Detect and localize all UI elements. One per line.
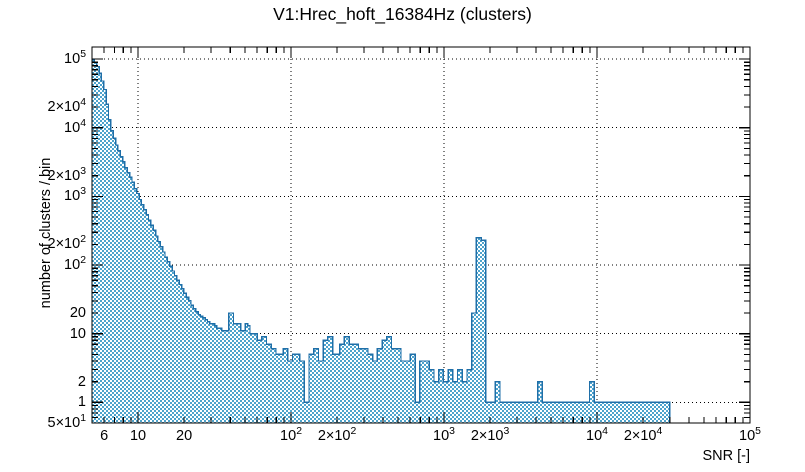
x-tick-label: 2×104 bbox=[623, 426, 663, 444]
y-tick-label: 2 bbox=[77, 373, 86, 390]
y-tick-label: 10 bbox=[69, 325, 86, 342]
axis-ticks bbox=[91, 47, 751, 424]
y-axis-title: number of clusters / bin bbox=[38, 157, 54, 309]
y-tick-label: 1 bbox=[77, 394, 86, 411]
y-tick-label: 20 bbox=[69, 305, 86, 322]
x-axis-title: SNR [-] bbox=[702, 448, 750, 464]
x-tick-label: 6 bbox=[100, 428, 109, 444]
y-tick-label: 2×102 bbox=[47, 234, 86, 253]
x-tick-label: 10 bbox=[129, 428, 147, 444]
y-tick-label: 2×104 bbox=[47, 97, 86, 116]
plot-frame bbox=[91, 46, 751, 424]
chart-title: V1:Hrec_hoft_16384Hz (clusters) bbox=[273, 4, 532, 24]
x-tick-label: 102 bbox=[280, 426, 303, 444]
y-tick-label: 104 bbox=[64, 117, 86, 136]
x-tick-label: 103 bbox=[433, 426, 455, 444]
histogram-bars bbox=[92, 58, 671, 423]
x-tick-label: 2×102 bbox=[317, 426, 357, 444]
y-tick-label: 5×101 bbox=[47, 413, 86, 431]
y-tick-label: 2×103 bbox=[47, 165, 86, 184]
x-tick-label: 105 bbox=[739, 426, 761, 444]
y-tick-label: 103 bbox=[64, 186, 86, 205]
x-tick-label: 20 bbox=[176, 428, 193, 444]
y-tick-label: 105 bbox=[64, 49, 86, 68]
y-tick-label: 102 bbox=[64, 255, 86, 274]
x-tick-label: 2×103 bbox=[470, 426, 510, 444]
x-tick-label: 104 bbox=[586, 426, 608, 444]
